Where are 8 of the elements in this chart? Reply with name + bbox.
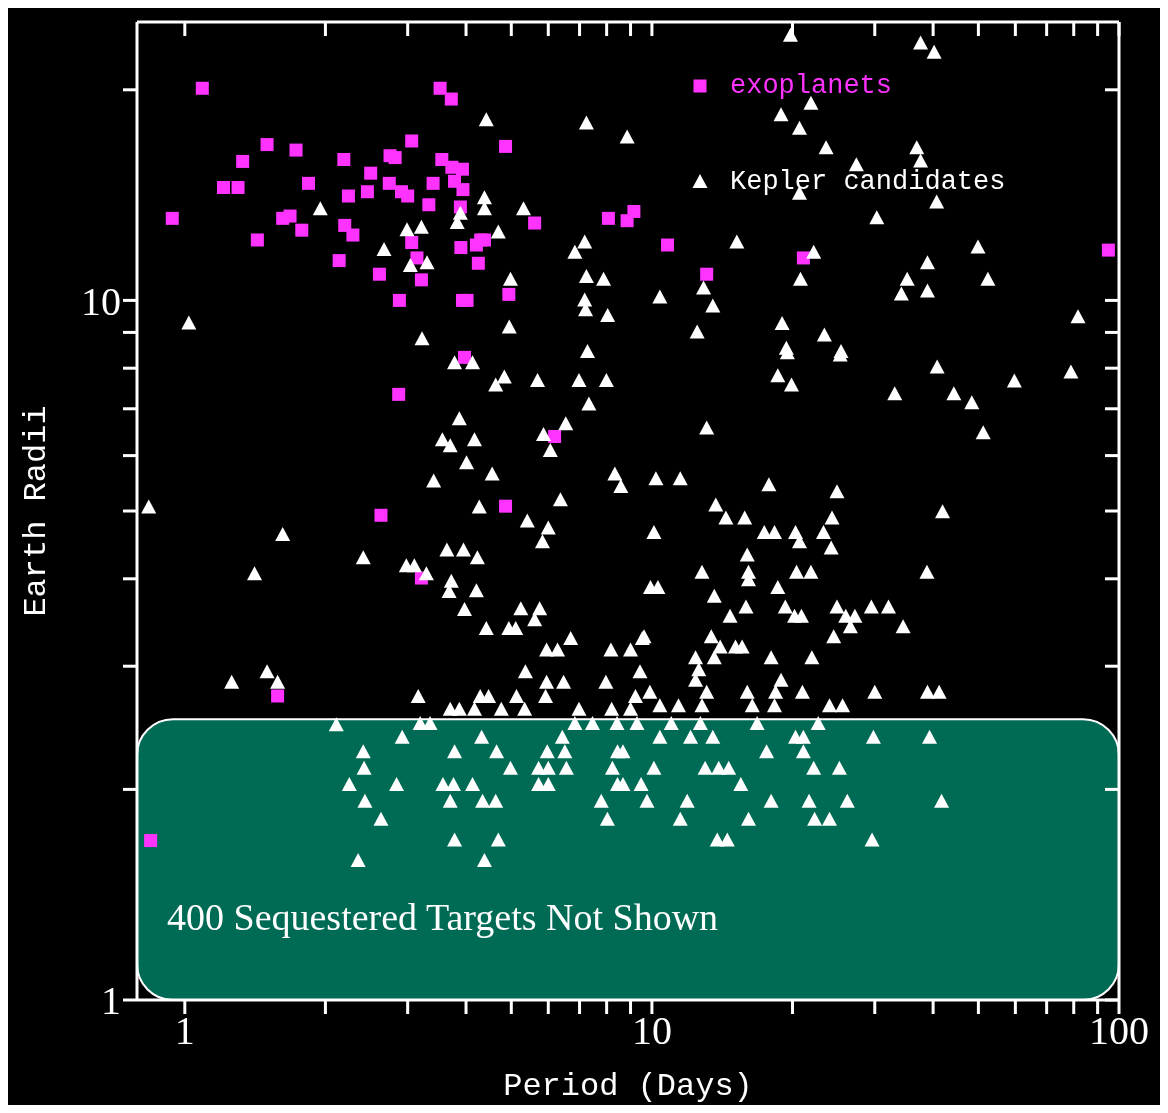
x-axis-title: Period (Days) [503, 1068, 753, 1105]
y-axis-title: Earth Radii [18, 405, 56, 617]
legend-label: exoplanets [730, 71, 893, 101]
band-label: 400 Sequestered Targets Not Shown [167, 896, 719, 938]
x-tick-label: 1 [174, 1008, 195, 1054]
x-tick-label: 100 [1089, 1008, 1149, 1054]
legend-label: Kepler candidates [730, 167, 1006, 197]
x-tick-label: 10 [631, 1008, 672, 1054]
